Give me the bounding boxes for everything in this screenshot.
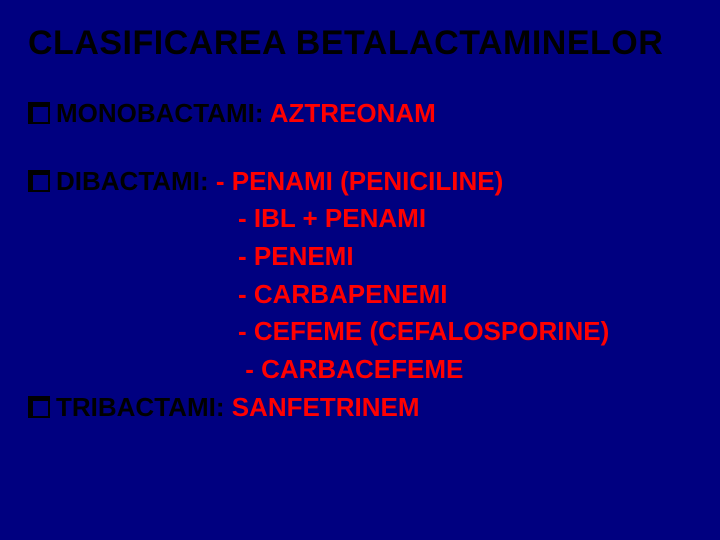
slide: CLASIFICAREA BETALACTAMINELOR MONOBACTAM… — [0, 0, 720, 451]
square-bullet-icon — [28, 170, 50, 192]
tribactami-value: SANFETRINEM — [232, 392, 420, 422]
dibactami-sub-4: - CEFEME (CEFALOSPORINE) — [28, 313, 692, 351]
monobactami-value: AZTREONAM — [270, 98, 436, 128]
slide-title: CLASIFICAREA BETALACTAMINELOR — [28, 24, 692, 63]
dibactami-sub-5: - CARBACEFEME — [28, 351, 692, 389]
spacer — [28, 133, 692, 163]
bullet-monobactami: MONOBACTAMI: AZTREONAM — [28, 95, 692, 133]
bullet-dibactami: DIBACTAMI: - PENAMI (PENICILINE) — [28, 163, 692, 201]
monobactami-label: MONOBACTAMI: — [56, 98, 263, 128]
square-bullet-icon — [28, 396, 50, 418]
dibactami-line-0: - PENAMI (PENICILINE) — [216, 166, 503, 196]
dibactami-sub-3: - CARBAPENEMI — [28, 276, 692, 314]
tribactami-label: TRIBACTAMI: — [56, 392, 224, 422]
dibactami-sub-2: - PENEMI — [28, 238, 692, 276]
square-bullet-icon — [28, 102, 50, 124]
dibactami-sub-1: - IBL + PENAMI — [28, 200, 692, 238]
dibactami-label: DIBACTAMI: — [56, 166, 209, 196]
bullet-tribactami: TRIBACTAMI: SANFETRINEM — [28, 389, 692, 427]
